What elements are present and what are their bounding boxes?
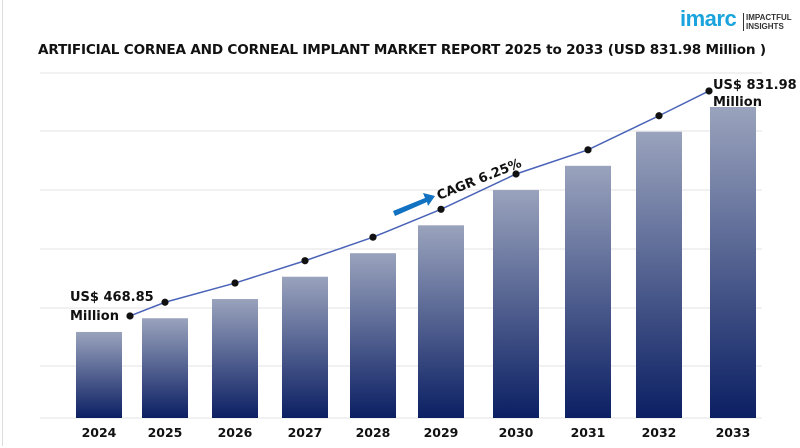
logo-brand: imarc <box>680 6 737 31</box>
x-tick-label: 2029 <box>424 425 459 440</box>
chart-title: ARTIFICIAL CORNEA AND CORNEAL IMPLANT MA… <box>38 42 766 58</box>
x-tick-label: 2027 <box>288 425 323 440</box>
logo-tagline-1: IMPACTFUL <box>746 13 792 22</box>
end-value-label-line1: US$ 831.98 <box>713 78 797 93</box>
start-value-label-line2: Million <box>70 309 119 324</box>
logo-tagline-2: INSIGHTS <box>746 22 784 31</box>
trend-point-2032 <box>655 112 663 120</box>
trend-point-2029 <box>437 205 445 213</box>
bar-2024 <box>76 331 122 418</box>
bar-2026 <box>212 299 258 418</box>
bar-2032 <box>636 131 682 418</box>
start-value-label-line1: US$ 468.85 <box>70 290 154 305</box>
x-tick-label: 2033 <box>716 425 751 440</box>
trend-line <box>129 90 710 317</box>
x-tick-label: 2026 <box>218 425 253 440</box>
bar-2033 <box>710 106 756 418</box>
x-tick-label: 2031 <box>571 425 606 440</box>
x-tick-label: 2025 <box>148 425 183 440</box>
trend-point-2031 <box>584 146 592 154</box>
x-tick-label: 2024 <box>82 425 117 440</box>
trend-point-2033 <box>705 87 713 95</box>
trend-point-2026 <box>231 279 239 287</box>
trend-point-2025 <box>161 298 169 306</box>
bar-2031 <box>565 165 611 418</box>
bar-2027 <box>282 276 328 418</box>
bar-2029 <box>418 225 464 418</box>
x-tick-label: 2032 <box>642 425 677 440</box>
trend-point-2028 <box>369 233 377 241</box>
trend-point-2030 <box>512 170 520 178</box>
x-tick-label: 2030 <box>499 425 534 440</box>
bar-2028 <box>350 253 396 418</box>
logo-divider <box>743 13 744 31</box>
end-value-label-line2: Million <box>713 95 762 110</box>
x-tick-label: 2028 <box>356 425 391 440</box>
cagr-arrow-icon <box>393 193 435 216</box>
trend-point-2027 <box>301 257 309 265</box>
imarc-logo: imarc IMPACTFUL INSIGHTS <box>680 4 798 34</box>
bar-2025 <box>142 318 188 418</box>
bar-2030 <box>493 189 539 418</box>
trend-point-2024 <box>126 312 134 320</box>
